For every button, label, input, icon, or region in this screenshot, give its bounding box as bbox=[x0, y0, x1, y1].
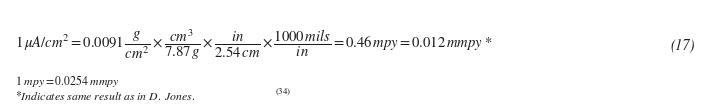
Text: $* Indicates\ same\ result\ as\ in\ D.\ Jones.$: $* Indicates\ same\ result\ as\ in\ D.\ … bbox=[15, 89, 195, 102]
Text: $(34)$: $(34)$ bbox=[276, 86, 292, 97]
Text: $1\ mpy = 0.0254\ mmpy$: $1\ mpy = 0.0254\ mmpy$ bbox=[15, 73, 120, 89]
Text: $1\,\mu\mathit{A}/\mathit{cm}^2 = 0.0091\,\dfrac{\mathit{g}}{\mathit{cm}^2}\time: $1\,\mu\mathit{A}/\mathit{cm}^2 = 0.0091… bbox=[15, 28, 493, 62]
Text: (17): (17) bbox=[671, 38, 695, 52]
